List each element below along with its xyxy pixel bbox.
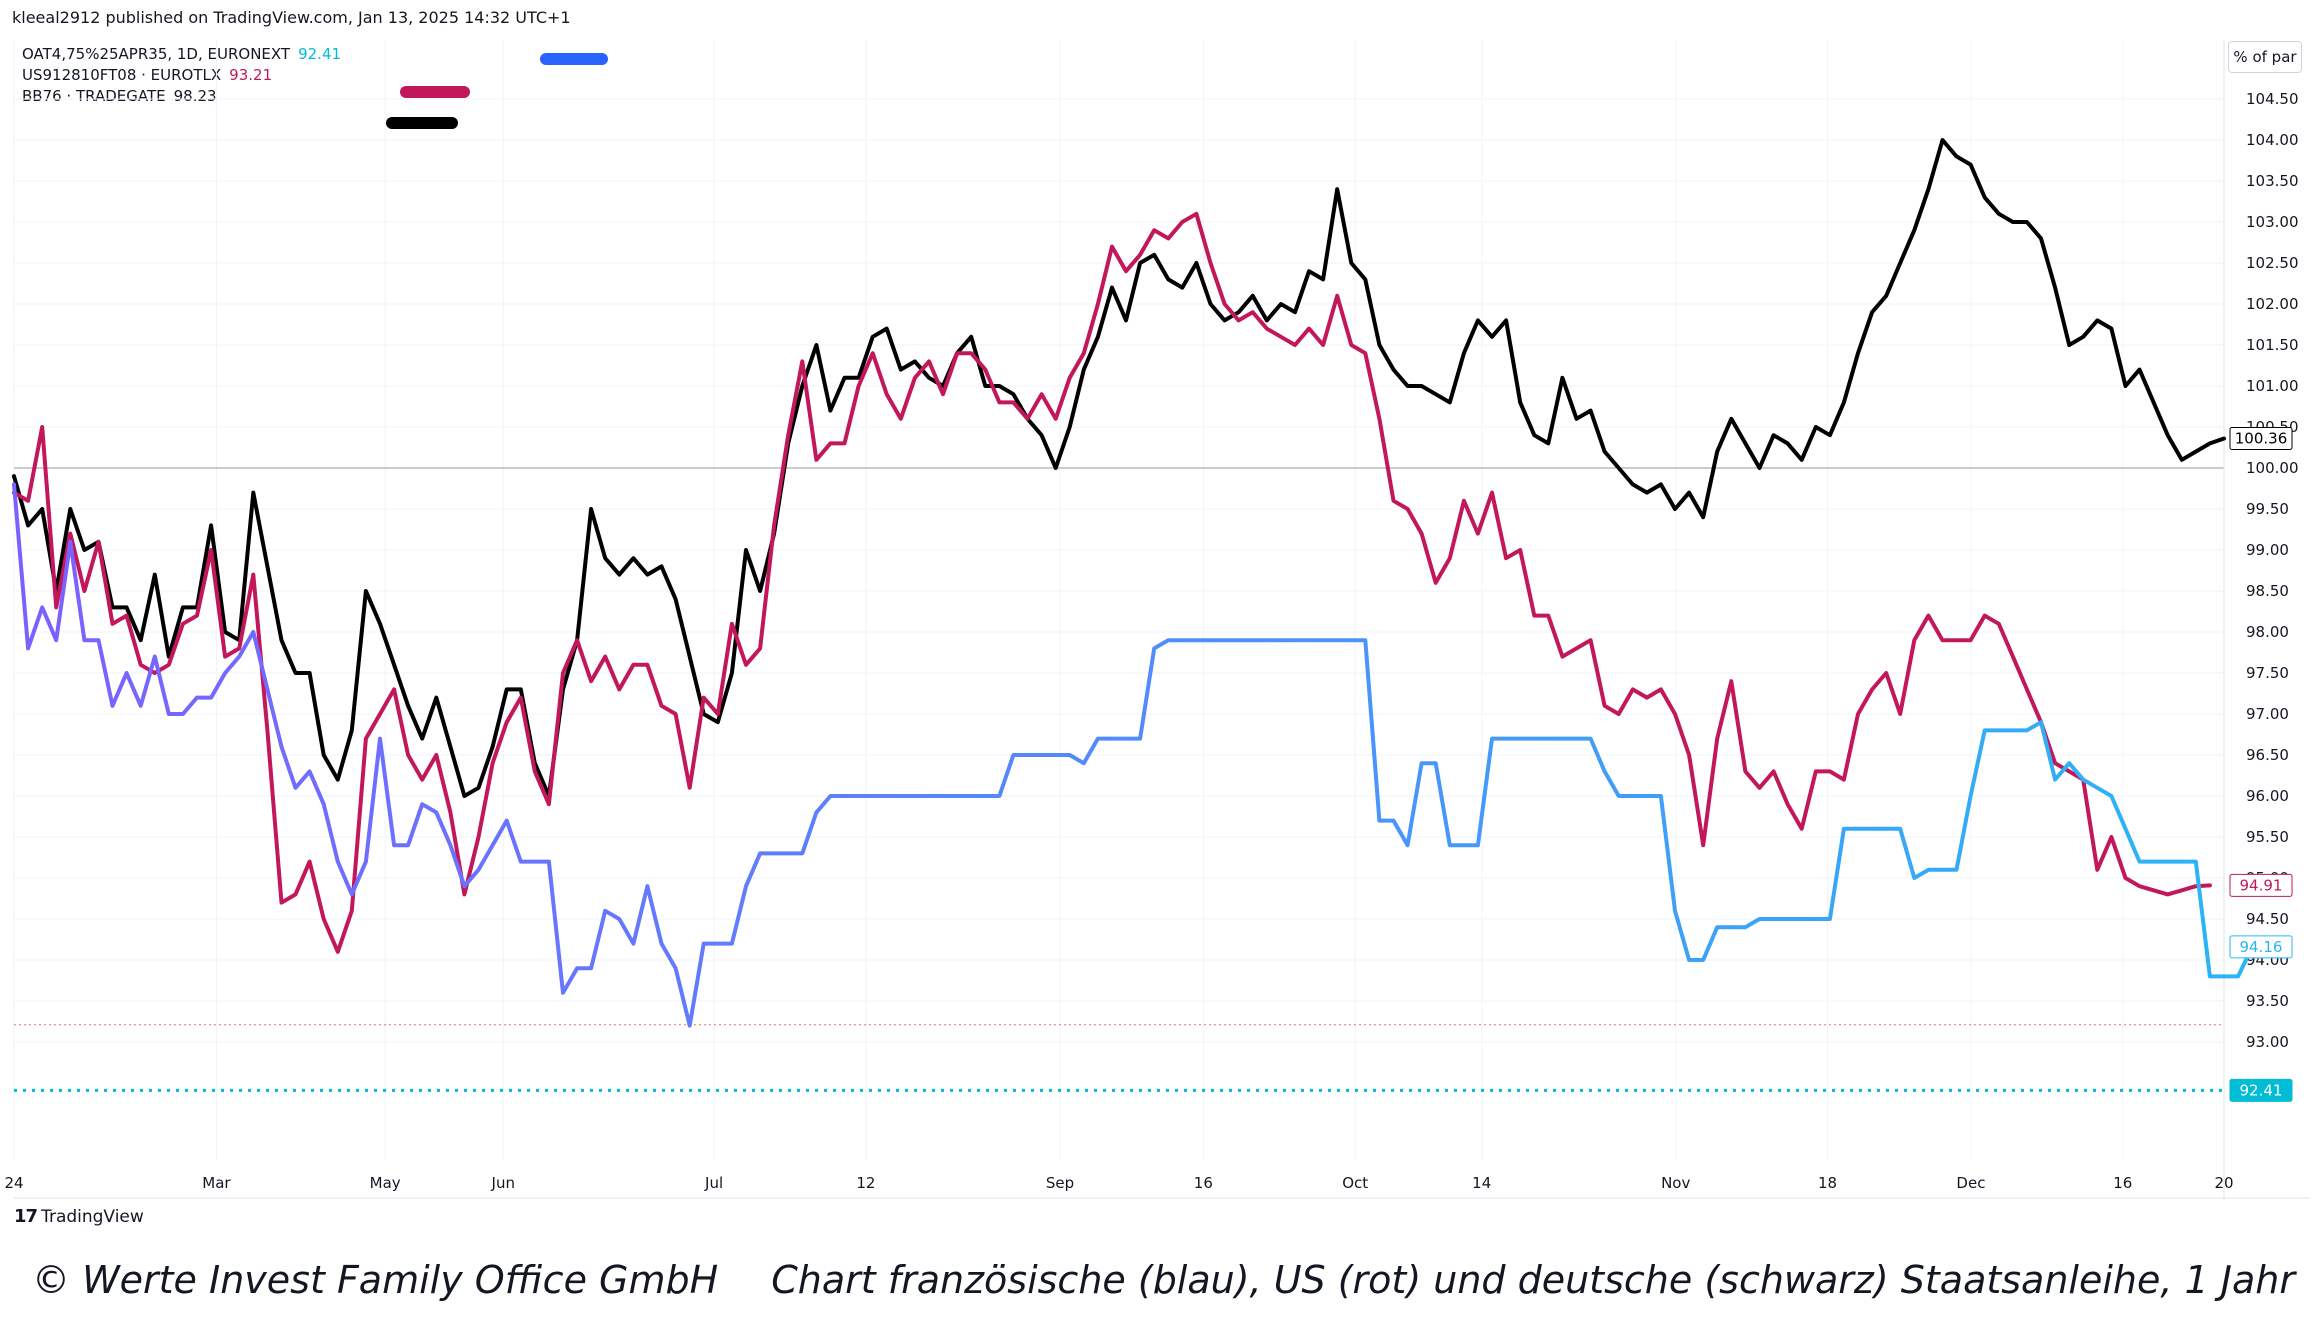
- legend-value: 93.21: [229, 66, 273, 84]
- last-value-label: 92.41: [2240, 1081, 2283, 1099]
- x-tick-label: 16: [1194, 1174, 1213, 1192]
- chart-axes: 93.0093.5094.0094.5095.0095.5096.0096.50…: [4, 40, 2310, 1200]
- x-tick-label: 12: [856, 1174, 875, 1192]
- y-tick-label: 98.50: [2246, 582, 2289, 600]
- publisher-line: kleeal2912 published on TradingView.com,…: [12, 8, 571, 27]
- last-value-badge: [2229, 426, 2293, 450]
- x-tick-label: Oct: [1342, 1174, 1368, 1192]
- last-value-label: 94.91: [2240, 876, 2283, 894]
- y-tick-label: 93.50: [2246, 992, 2289, 1010]
- series-line-1: [12, 211, 2212, 954]
- x-tick-label: May: [370, 1174, 401, 1192]
- y-tick-label: 102.50: [2246, 254, 2299, 272]
- y-tick-label: 96.50: [2246, 746, 2289, 764]
- tradingview-wordmark: TradingView: [41, 1206, 144, 1227]
- x-tick-label: Nov: [1661, 1174, 1690, 1192]
- series-line-2: [12, 482, 2255, 1028]
- legend-pill-blue: [540, 53, 608, 65]
- last-value-label: 94.16: [2240, 938, 2283, 956]
- x-tick-label: Dec: [1956, 1174, 1985, 1192]
- price-scale-unit-button[interactable]: % of par: [2228, 41, 2302, 73]
- x-tick-label: Mar: [202, 1174, 231, 1192]
- legend-symbol: BB76 · TRADEGATE: [22, 87, 166, 105]
- y-tick-label: 102.00: [2246, 295, 2299, 313]
- y-tick-label: 93.00: [2246, 1033, 2289, 1051]
- tradingview-logo: 17 TradingView: [14, 1206, 144, 1227]
- copyright-caption: © Werte Invest Family Office GmbH: [32, 1258, 719, 1302]
- y-tick-label: 103.50: [2246, 172, 2299, 190]
- last-value-label: 100.36: [2235, 429, 2288, 447]
- y-tick-label: 101.50: [2246, 336, 2299, 354]
- x-tick-label: Jul: [704, 1174, 723, 1192]
- legend-row-oat[interactable]: OAT4,75%25APR35, 1D, EURONEXT 92.41: [22, 44, 341, 65]
- y-tick-label: 95.50: [2246, 828, 2289, 846]
- legend-row-us[interactable]: US912810FT08 · EUROTLX 93.21: [22, 65, 341, 86]
- y-tick-label: 104.00: [2246, 131, 2299, 149]
- x-tick-label: Sep: [1046, 1174, 1074, 1192]
- legend-symbol: US912810FT08 · EUROTLX: [22, 66, 222, 84]
- x-tick-label: 18: [1818, 1174, 1837, 1192]
- chart-description-caption: Chart französische (blau), US (rot) und …: [771, 1258, 2295, 1302]
- y-tick-label: 94.50: [2246, 910, 2289, 928]
- chart-grid: [13, 40, 2225, 1160]
- y-tick-label: 104.50: [2246, 90, 2299, 108]
- legend-value: 92.41: [298, 45, 342, 63]
- series-line-0: [12, 138, 2226, 798]
- x-tick-label: 14: [1472, 1174, 1491, 1192]
- legend-pill-black: [386, 117, 458, 129]
- last-value-badge: [2229, 873, 2293, 897]
- y-tick-label: 97.00: [2246, 705, 2289, 723]
- x-tick-label: Jun: [491, 1174, 515, 1192]
- y-tick-label: 97.50: [2246, 664, 2289, 682]
- tradingview-mark: 17: [14, 1206, 38, 1227]
- last-value-badge: [2229, 935, 2293, 959]
- legend-pill-red: [400, 86, 470, 98]
- x-tick-label: 16: [2113, 1174, 2132, 1192]
- y-tick-label: 96.00: [2246, 787, 2289, 805]
- y-tick-label: 98.00: [2246, 623, 2289, 641]
- y-tick-label: 100.00: [2246, 459, 2299, 477]
- x-tick-label: 24: [4, 1174, 23, 1192]
- legend-symbol: OAT4,75%25APR35, 1D, EURONEXT: [22, 45, 291, 63]
- chart-legend: OAT4,75%25APR35, 1D, EURONEXT 92.41 US912…: [22, 44, 341, 107]
- y-tick-label: 99.00: [2246, 541, 2289, 559]
- y-tick-label: 101.00: [2246, 377, 2299, 395]
- y-tick-label: 103.00: [2246, 213, 2299, 231]
- y-tick-label: 99.50: [2246, 500, 2289, 518]
- chart-series: [12, 138, 2255, 1028]
- last-value-badge: [2229, 1078, 2293, 1102]
- legend-row-bb76[interactable]: BB76 · TRADEGATE 98.23: [22, 86, 341, 107]
- legend-value: 98.23: [173, 87, 217, 105]
- chart-last-value-labels: 100.36 94.91 94.16 92.41: [2229, 426, 2293, 1102]
